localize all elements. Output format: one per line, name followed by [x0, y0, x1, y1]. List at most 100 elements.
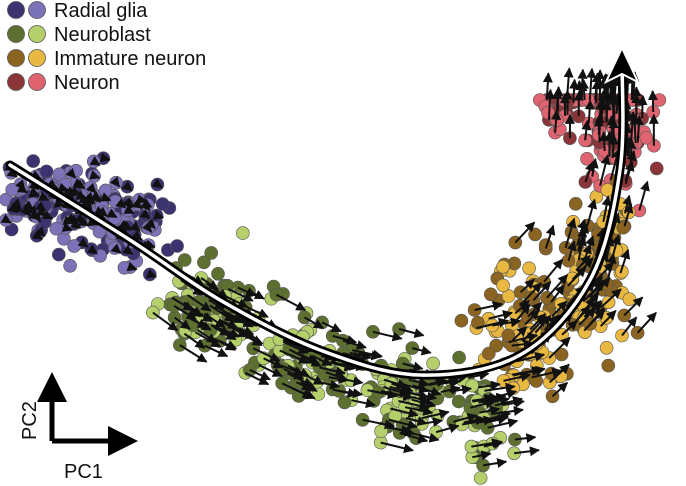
- velocity-arrow: [411, 394, 431, 405]
- velocity-arrow: [35, 201, 47, 212]
- velocity-arrow: [171, 297, 194, 312]
- velocity-arrow: [239, 316, 258, 327]
- velocity-arrow: [41, 210, 54, 220]
- velocity-arrow: [534, 315, 552, 334]
- cell-point: [601, 295, 616, 310]
- cell-point: [177, 253, 192, 267]
- legend-label: Radial glia: [54, 0, 148, 22]
- velocity-arrow: [552, 88, 563, 121]
- legend-item-immature-neuron: Immature neuron: [7, 48, 206, 70]
- velocity-arrow: [145, 218, 156, 229]
- velocity-arrow: [86, 244, 98, 255]
- velocity-arrow: [339, 388, 364, 399]
- pc2-label: PC2: [19, 401, 41, 440]
- velocity-arrow: [96, 206, 109, 217]
- velocity-arrow: [240, 333, 264, 345]
- velocity-arrow: [281, 382, 313, 399]
- velocity-arrow: [74, 213, 86, 224]
- velocity-arrow: [321, 321, 342, 333]
- velocity-arrow: [46, 178, 58, 189]
- trajectory-arrowhead: [603, 45, 641, 85]
- cell-point: [426, 356, 440, 371]
- velocity-arrow: [569, 78, 580, 103]
- cell-point: [170, 239, 184, 253]
- velocity-arrow: [122, 244, 134, 255]
- velocity-arrow: [636, 311, 657, 334]
- velocity-arrow: [607, 94, 618, 115]
- velocity-arrow: [26, 205, 38, 216]
- velocity-arrow: [586, 67, 597, 101]
- velocity-arrow: [421, 417, 443, 427]
- velocity-arrow: [89, 156, 101, 166]
- velocity-arrow: [516, 351, 546, 363]
- velocity-arrow: [512, 326, 528, 341]
- velocity-arrow: [70, 219, 82, 229]
- velocity-arrow: [412, 345, 432, 356]
- cell-point: [51, 247, 66, 262]
- cell-point: [554, 347, 569, 362]
- velocity-arrow: [474, 301, 503, 311]
- velocity-arrow: [514, 433, 537, 444]
- velocity-arrow: [31, 229, 43, 240]
- cell-point: [599, 340, 614, 355]
- velocity-arrow: [342, 351, 364, 361]
- velocity-arrow: [586, 198, 598, 226]
- velocity-arrow: [550, 284, 565, 303]
- velocity-arrow: [583, 300, 602, 318]
- velocity-arrow: [351, 349, 383, 360]
- velocity-arrow: [126, 261, 138, 272]
- cell-point: [451, 394, 466, 409]
- velocity-arrow: [249, 368, 271, 381]
- velocity-arrow: [204, 344, 229, 358]
- velocity-arrow: [591, 79, 602, 103]
- velocity-arrow: [304, 316, 324, 329]
- cell-point: [522, 261, 536, 276]
- velocity-layer: [0, 67, 659, 468]
- trajectory-line: [8, 58, 625, 377]
- cell-point: [454, 313, 469, 328]
- velocity-arrow: [435, 423, 460, 434]
- cell-point: [568, 197, 583, 211]
- velocity-arrow: [584, 99, 595, 124]
- velocity-arrow: [121, 180, 133, 192]
- velocity-arrow: [248, 289, 265, 300]
- velocity-arrow: [595, 227, 606, 257]
- velocity-arrow: [152, 311, 179, 332]
- velocity-arrow: [519, 282, 542, 307]
- velocity-arrow: [567, 240, 577, 261]
- velocity-arrow: [470, 398, 496, 409]
- cell-point: [63, 258, 77, 273]
- velocity-arrow: [606, 253, 617, 285]
- velocity-arrow: [567, 266, 587, 287]
- cell-point: [622, 292, 637, 307]
- legend-marker-light: [28, 25, 46, 43]
- velocity-arrow: [183, 332, 206, 349]
- velocity-arrow: [372, 330, 403, 342]
- cell-point: [481, 346, 496, 361]
- velocity-arrow: [578, 78, 589, 101]
- velocity-arrow: [36, 206, 47, 217]
- velocity-arrow: [38, 191, 50, 201]
- legend-label: Neuron: [54, 72, 120, 94]
- velocity-arrow: [283, 368, 305, 380]
- cell-point: [473, 471, 488, 485]
- velocity-arrow: [141, 221, 153, 233]
- velocity-arrow: [345, 376, 364, 387]
- velocity-arrow: [453, 412, 478, 423]
- velocity-arrow: [99, 152, 111, 163]
- cell-point: [69, 163, 83, 178]
- velocity-arrow: [564, 217, 577, 249]
- velocity-arrow: [647, 90, 658, 113]
- axes-inset: PC1 PC2: [19, 372, 138, 483]
- velocity-arrow: [210, 324, 231, 336]
- velocity-arrow: [487, 418, 519, 429]
- velocity-arrow: [121, 220, 133, 230]
- velocity-arrow: [532, 281, 552, 301]
- cell-point: [67, 239, 81, 253]
- velocity-arrow: [174, 316, 191, 330]
- velocity-arrow: [328, 373, 349, 384]
- velocity-arrow: [90, 190, 102, 201]
- velocity-arrow: [621, 316, 638, 337]
- cell-point: [496, 259, 510, 274]
- velocity-arrow: [100, 192, 112, 202]
